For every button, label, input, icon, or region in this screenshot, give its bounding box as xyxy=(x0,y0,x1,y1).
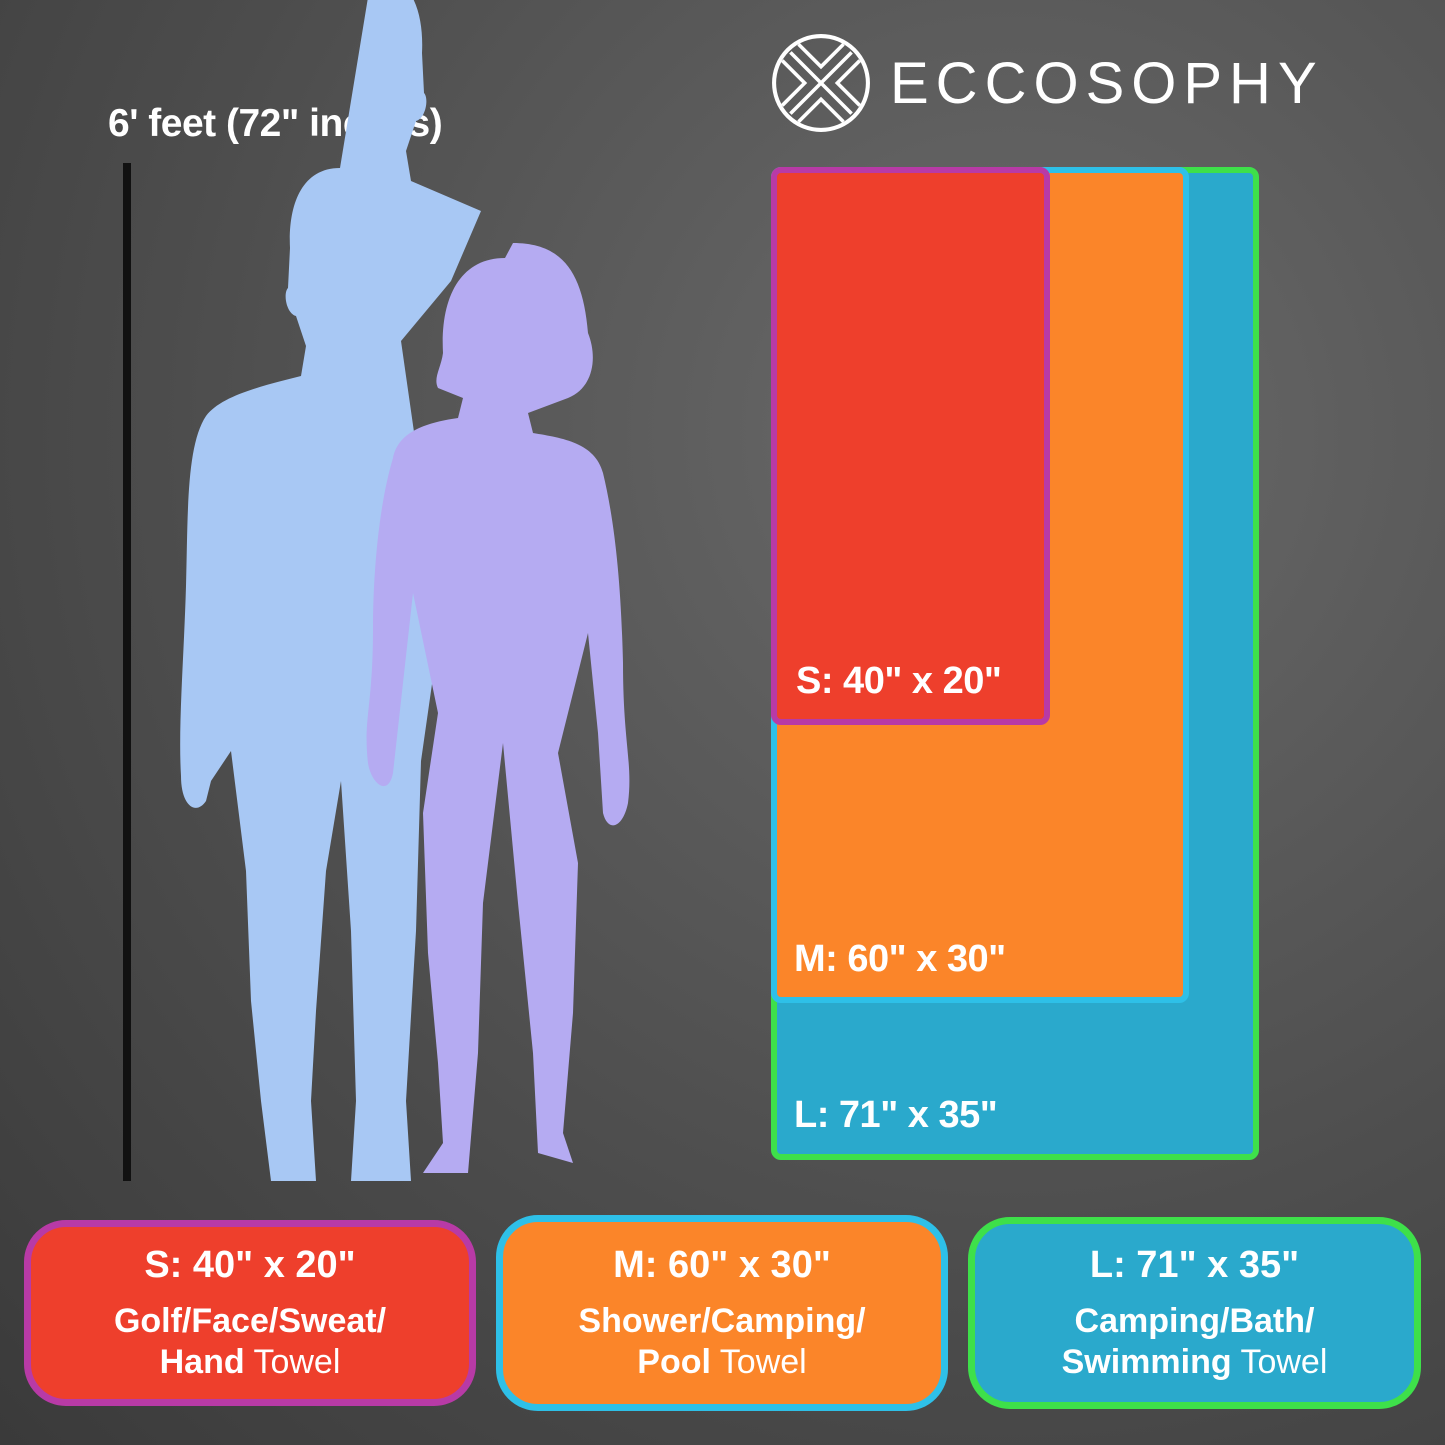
card-use-suffix: Towel xyxy=(244,1342,341,1381)
medium-size-label: M: 60" x 30" xyxy=(794,938,1006,980)
eccosophy-logo-icon xyxy=(772,34,870,132)
card-use-suffix: Towel xyxy=(1231,1342,1328,1381)
card-use-bold: Hand xyxy=(159,1342,245,1381)
card-use-bold: Swimming xyxy=(1061,1342,1232,1381)
medium-towel-card: M: 60" x 30" Shower/Camping/ Pool Towel xyxy=(496,1215,948,1411)
card-use-bold: Pool xyxy=(637,1342,711,1381)
small-towel-card: S: 40" x 20" Golf/Face/Sweat/ Hand Towel xyxy=(24,1220,476,1406)
woman-silhouette xyxy=(366,243,630,1173)
towel-small-rect xyxy=(771,167,1050,725)
card-size: S: 40" x 20" xyxy=(144,1243,356,1286)
silhouettes xyxy=(180,0,630,1181)
card-size: M: 60" x 30" xyxy=(613,1243,831,1286)
card-size: L: 71" x 35" xyxy=(1089,1243,1300,1286)
brand-name: ECCOSOPHY xyxy=(890,51,1324,116)
man-silhouette xyxy=(180,0,481,1181)
large-size-label: L: 71" x 35" xyxy=(794,1094,998,1136)
card-uses: Camping/Bath/ xyxy=(1074,1301,1315,1340)
card-use-suffix: Towel xyxy=(710,1342,807,1381)
card-uses: Shower/Camping/ xyxy=(578,1301,866,1340)
large-towel-card: L: 71" x 35" Camping/Bath/ Swimming Towe… xyxy=(968,1217,1421,1409)
height-scale-line xyxy=(123,163,131,1181)
small-size-label: S: 40" x 20" xyxy=(796,660,1002,702)
card-uses: Golf/Face/Sweat/ xyxy=(113,1301,387,1340)
